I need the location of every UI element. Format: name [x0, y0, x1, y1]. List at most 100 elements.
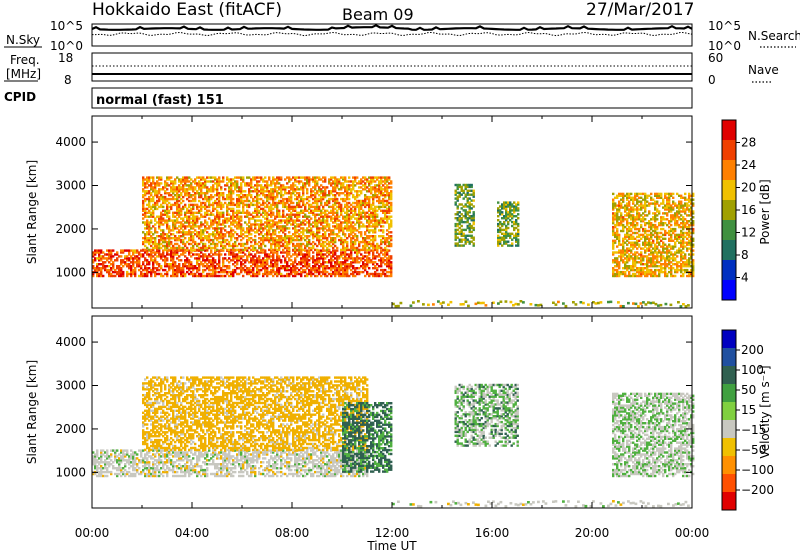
heatmap-cell: [286, 192, 289, 195]
heatmap-cell: [330, 231, 333, 234]
heatmap-cell: [350, 251, 353, 254]
heatmap-cell: [236, 225, 239, 228]
heatmap-cell: [256, 223, 259, 226]
heatmap-cell: [184, 211, 187, 214]
heatmap-cell: [206, 272, 209, 276]
heatmap-cell: [202, 270, 205, 274]
heatmap-cell: [248, 182, 251, 185]
heatmap-cell: [142, 180, 145, 183]
heatmap-cell: [184, 192, 187, 195]
heatmap-cell: [206, 274, 209, 278]
heatmap-cell: [210, 272, 213, 276]
heatmap-cell: [202, 248, 205, 252]
heatmap-cell: [182, 272, 185, 276]
heatmap-cell: [184, 213, 187, 216]
heatmap-cell: [314, 194, 317, 197]
heatmap-cell: [334, 257, 337, 260]
heatmap-cell: [340, 248, 343, 252]
heatmap-cell: [286, 237, 289, 240]
heatmap-cell: [182, 188, 185, 191]
heatmap-cell: [160, 272, 163, 276]
heatmap-cell: [348, 253, 351, 256]
heatmap-cell: [330, 274, 333, 278]
heatmap-cell: [262, 257, 265, 260]
heatmap-cell: [160, 238, 163, 242]
heatmap-cell: [192, 211, 195, 214]
heatmap-cell: [308, 205, 311, 209]
heatmap-cell: [252, 259, 255, 262]
heatmap-cell: [114, 253, 117, 256]
heatmap-cell: [114, 274, 117, 278]
heatmap-cell: [208, 253, 211, 256]
heatmap-cell: [272, 213, 275, 216]
heatmap-cell: [152, 176, 155, 179]
heatmap-cell: [148, 223, 151, 226]
heatmap-cell: [196, 203, 199, 207]
heatmap-cell: [324, 231, 327, 234]
heatmap-cell: [276, 176, 279, 179]
heatmap-cell: [314, 205, 317, 209]
heatmap-cell: [168, 184, 171, 187]
heatmap-cell: [178, 229, 181, 232]
heatmap-cell: [308, 223, 311, 226]
heatmap-cell: [110, 274, 113, 278]
heatmap-cell: [126, 249, 129, 252]
heatmap-cell: [102, 265, 105, 268]
heatmap-cell: [242, 201, 245, 205]
heatmap-cell: [164, 261, 167, 264]
heatmap-cell: [302, 186, 305, 189]
heatmap-cell: [282, 248, 285, 252]
heatmap-cell: [202, 274, 205, 278]
heatmap-cell: [362, 255, 365, 258]
heatmap-cell: [296, 237, 299, 240]
heatmap-cell: [334, 237, 337, 240]
heatmap-cell: [142, 217, 145, 220]
heatmap-cell: [284, 251, 287, 254]
heatmap-cell: [266, 213, 269, 216]
heatmap-cell: [150, 207, 153, 211]
heatmap-cell: [330, 215, 333, 218]
heatmap-cell: [322, 267, 325, 270]
heatmap-cell: [324, 201, 327, 205]
heatmap-cell: [296, 205, 299, 209]
heatmap-cell: [268, 219, 271, 222]
heatmap-cell: [130, 267, 133, 270]
heatmap-cell: [158, 251, 161, 254]
heatmap-cell: [270, 249, 273, 252]
heatmap-cell: [330, 257, 333, 260]
heatmap-cell: [312, 221, 315, 224]
heatmap-cell: [316, 259, 319, 262]
heatmap-cell: [172, 186, 175, 189]
heatmap-cell: [306, 231, 309, 234]
heatmap-cell: [118, 267, 121, 270]
heatmap-cell: [236, 203, 239, 207]
heatmap-cell: [236, 184, 239, 187]
heatmap-cell: [230, 229, 233, 232]
heatmap-cell: [146, 180, 149, 183]
heatmap-cell: [304, 257, 307, 260]
heatmap-cell: [154, 190, 157, 193]
heatmap-cell: [198, 255, 201, 258]
heatmap-cell: [300, 195, 303, 199]
heatmap-cell: [292, 233, 295, 236]
heatmap-cell: [334, 184, 337, 187]
heatmap-cell: [326, 186, 329, 189]
heatmap-cell: [218, 263, 221, 266]
heatmap-cell: [200, 203, 203, 207]
heatmap-cell: [358, 257, 361, 260]
heatmap-cell: [166, 207, 169, 211]
heatmap-cell: [130, 268, 133, 272]
heatmap-cell: [216, 203, 219, 207]
heatmap-cell: [214, 244, 217, 248]
heatmap-cell: [164, 182, 167, 185]
heatmap-cell: [166, 259, 169, 262]
heatmap-cell: [216, 263, 219, 266]
heatmap-cell: [320, 221, 323, 224]
heatmap-cell: [372, 253, 375, 256]
heatmap-cell: [180, 272, 183, 276]
heatmap-cell: [270, 246, 273, 250]
heatmap-cell: [336, 217, 339, 220]
heatmap-cell: [204, 274, 207, 278]
heatmap-cell: [274, 203, 277, 207]
heatmap-cell: [154, 201, 157, 205]
